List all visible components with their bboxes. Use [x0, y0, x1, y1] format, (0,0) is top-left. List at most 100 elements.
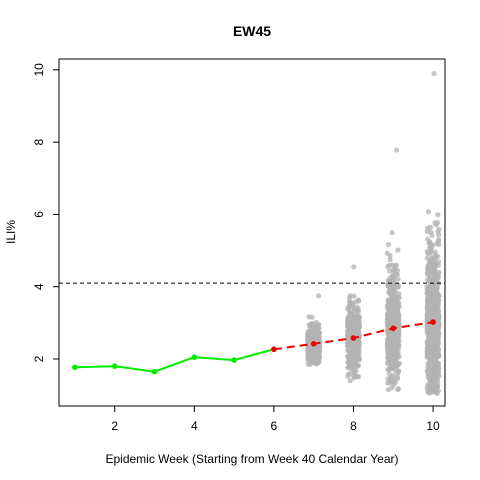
x-axis: 2 4 6 8 10 — [111, 406, 440, 433]
sample-point — [305, 357, 311, 363]
sample-point — [306, 314, 312, 320]
sample-point — [353, 324, 359, 330]
sample-point — [396, 343, 402, 349]
sample-point — [355, 330, 362, 336]
y-tick-label: 4 — [32, 283, 46, 290]
sample-point — [352, 357, 358, 363]
series-point-1 — [271, 346, 277, 353]
series-line-0 — [74, 348, 275, 373]
sample-point — [436, 237, 442, 243]
sample-point — [356, 362, 362, 369]
sample-point — [347, 378, 353, 384]
sample-point — [395, 276, 401, 282]
sample-point — [394, 317, 400, 323]
sample-point — [386, 297, 392, 304]
sample-point — [395, 247, 401, 253]
sample-point — [385, 320, 391, 326]
sample-point — [392, 351, 398, 357]
sample-point — [389, 315, 396, 322]
sample-point — [433, 387, 439, 393]
series-point-0 — [151, 368, 158, 375]
sample-point — [428, 257, 434, 264]
sample-point — [384, 316, 391, 322]
sample-point — [385, 366, 391, 373]
sample-point — [434, 340, 440, 346]
sample-point — [428, 224, 434, 230]
sample-point — [424, 266, 431, 272]
x-tick-label: 6 — [271, 419, 278, 433]
sample-point — [315, 293, 322, 299]
sample-point — [395, 386, 401, 392]
chart-title: EW45 — [233, 23, 271, 39]
sample-point — [427, 333, 433, 339]
sample-point — [434, 326, 441, 332]
sample-point — [388, 307, 394, 313]
sample-point — [385, 339, 391, 345]
sample-point — [436, 352, 442, 358]
y-axis: 2 4 6 8 10 — [32, 63, 59, 362]
sample-point — [425, 236, 431, 242]
sample-point — [389, 262, 395, 268]
sample-point — [396, 368, 402, 374]
sample-point — [395, 332, 401, 338]
sample-point — [433, 262, 439, 268]
sample-point — [348, 325, 354, 331]
series-point-1 — [430, 319, 436, 325]
sample-point — [305, 361, 311, 367]
sample-point — [424, 249, 430, 255]
sample-point — [433, 311, 440, 317]
sample-point — [385, 343, 391, 349]
sample-point — [431, 278, 437, 284]
sample-point — [435, 297, 441, 303]
sample-point — [435, 229, 441, 235]
x-axis-label: Epidemic Week (Starting from Week 40 Cal… — [105, 452, 398, 466]
sample-point — [393, 271, 399, 277]
sample-point — [433, 335, 439, 341]
y-tick-label: 6 — [32, 211, 46, 218]
series-point-1 — [350, 335, 357, 341]
sample-point — [389, 359, 395, 365]
sample-point — [434, 287, 440, 293]
sample-point — [385, 347, 391, 353]
sample-point — [425, 303, 431, 309]
sample-point — [429, 295, 436, 301]
sample-point — [348, 365, 354, 371]
sample-point — [351, 264, 357, 270]
sample-point — [350, 311, 356, 317]
sample-point — [306, 329, 312, 335]
sample-point — [355, 306, 361, 312]
sample-point — [428, 246, 434, 252]
sample-point — [434, 273, 440, 279]
sample-point — [424, 329, 430, 335]
sample-point — [436, 365, 442, 371]
y-tick-label: 2 — [32, 355, 46, 362]
sample-point — [345, 328, 351, 334]
sample-point — [427, 349, 433, 355]
sample-point — [316, 353, 323, 359]
series-point-0 — [191, 354, 198, 361]
sample-point — [355, 314, 362, 320]
sample-point — [426, 278, 432, 284]
sample-point — [389, 372, 395, 378]
sample-point — [348, 358, 354, 364]
x-tick-label: 10 — [426, 419, 440, 433]
sample-point — [356, 353, 362, 360]
sample-point — [351, 349, 357, 355]
sample-point — [350, 342, 356, 348]
sample-point — [424, 354, 430, 360]
sample-point — [430, 363, 436, 369]
series-point-0 — [111, 363, 118, 370]
sample-point — [349, 303, 356, 309]
sample-point — [425, 209, 431, 215]
sample-point — [353, 299, 359, 305]
sample-point — [351, 293, 357, 299]
forecast-samples — [305, 70, 442, 396]
sample-point — [305, 345, 311, 351]
sample-point — [351, 318, 357, 325]
sample-point — [425, 381, 431, 387]
sample-point — [315, 357, 321, 363]
sample-point — [390, 267, 396, 273]
sample-point — [425, 298, 431, 304]
sample-point — [385, 312, 391, 318]
sample-point — [428, 229, 434, 235]
